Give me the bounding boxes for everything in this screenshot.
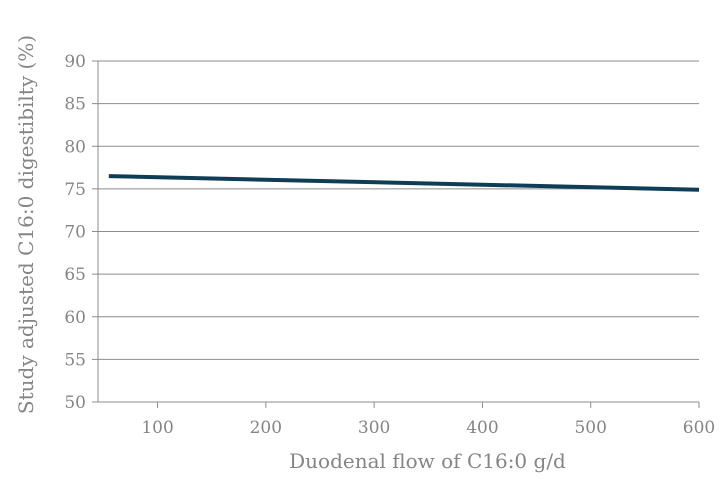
x-tick-label-300: 300	[358, 418, 390, 438]
gridlines	[98, 60, 699, 360]
x-axis-title: Duodenal flow of C16:0 g/d	[289, 449, 566, 473]
y-tick-label-55: 55	[64, 350, 86, 370]
series-line-0	[108, 174, 700, 192]
y-axis-ticks: 50 55 60 65 70 75 80 85 90	[64, 52, 98, 413]
x-axis-ticks: 100 200 300 400 500 600	[141, 402, 715, 438]
x-tick-label-500: 500	[574, 418, 606, 438]
series-layer	[108, 174, 700, 192]
y-tick-label-90: 90	[64, 52, 86, 72]
y-tick-label-50: 50	[64, 393, 86, 413]
x-tick-label-200: 200	[250, 418, 282, 438]
y-tick-label-80: 80	[64, 137, 86, 157]
y-tick-label-85: 85	[64, 95, 86, 115]
y-axis-title: Study adjusted C16:0 digestibilty (%)	[14, 35, 38, 414]
y-tick-label-70: 70	[64, 223, 86, 243]
y-tick-label-75: 75	[64, 180, 86, 200]
y-tick-label-65: 65	[64, 265, 86, 285]
x-tick-label-100: 100	[141, 418, 173, 438]
x-tick-label-600: 600	[683, 418, 715, 438]
y-tick-label-60: 60	[64, 308, 86, 328]
x-tick-label-400: 400	[466, 418, 498, 438]
